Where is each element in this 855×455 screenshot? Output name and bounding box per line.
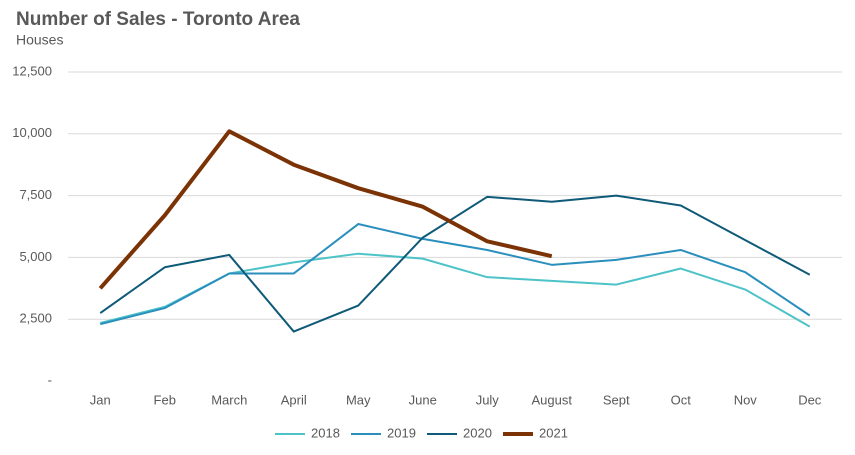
x-tick-label: March bbox=[211, 392, 247, 407]
x-tick-label: Feb bbox=[154, 392, 176, 407]
legend-label: 2021 bbox=[539, 425, 568, 440]
x-tick-label: April bbox=[281, 392, 307, 407]
x-tick-label: May bbox=[346, 392, 371, 407]
line-series bbox=[98, 129, 553, 290]
x-tick-label: Sept bbox=[603, 392, 630, 407]
y-tick-label: 10,000 bbox=[12, 125, 52, 140]
chart-title: Number of Sales - Toronto Area bbox=[16, 9, 300, 30]
x-tick-label: Dec bbox=[798, 392, 822, 407]
x-tick-label: July bbox=[476, 392, 500, 407]
line-series bbox=[100, 252, 811, 328]
chart-subtitle: Houses bbox=[16, 32, 63, 48]
y-tick-label: 12,500 bbox=[12, 63, 52, 78]
legend-label: 2018 bbox=[311, 425, 340, 440]
y-tick-label: 2,500 bbox=[19, 311, 52, 326]
legend-label: 2020 bbox=[463, 425, 492, 440]
x-tick-label: June bbox=[409, 392, 437, 407]
line-series bbox=[100, 223, 811, 326]
y-tick-label: 7,500 bbox=[19, 187, 52, 202]
x-tick-label: Nov bbox=[734, 392, 758, 407]
x-tick-label: August bbox=[532, 392, 573, 407]
x-tick-label: Oct bbox=[671, 392, 692, 407]
y-tick-label: - bbox=[48, 372, 52, 387]
line-series bbox=[99, 194, 811, 333]
x-tick-label: Jan bbox=[90, 392, 111, 407]
y-tick-label: 5,000 bbox=[19, 249, 52, 264]
legend-label: 2019 bbox=[387, 425, 416, 440]
